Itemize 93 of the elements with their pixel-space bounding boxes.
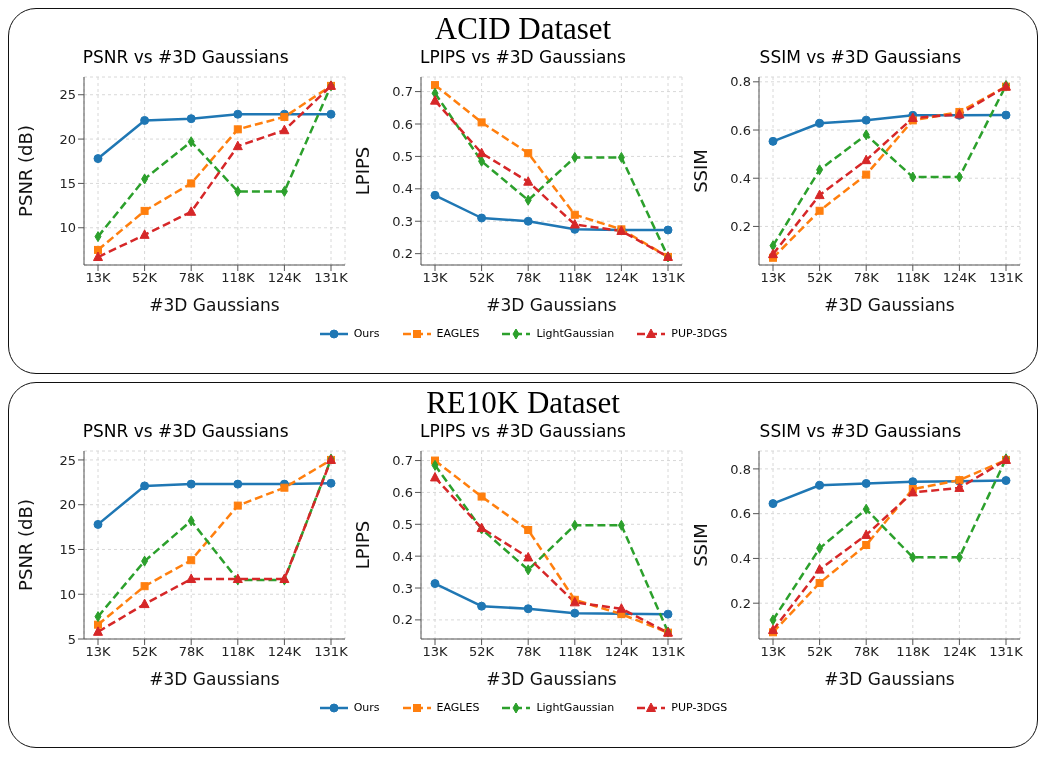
y-tick-label: 15 (59, 542, 77, 558)
y-tick-label: 0.6 (392, 485, 414, 501)
x-tick-label: 78K (178, 270, 205, 286)
y-tick-label: 0.4 (392, 181, 414, 197)
y-tick-label: 0.4 (730, 551, 751, 567)
y-tick-label: 0.2 (730, 595, 751, 611)
x-tick-label: 124K (267, 644, 302, 660)
x-tick-label: 78K (853, 270, 880, 286)
x-tick-label: 52K (806, 644, 833, 660)
chart-title: LPIPS vs #3D Gaussians (419, 421, 627, 443)
x-tick-label: 52K (806, 270, 833, 286)
y-axis-title: LPIPS (352, 146, 374, 196)
x-tick-label: 13K (422, 270, 449, 286)
x-tick-label: 52K (469, 270, 496, 286)
x-tick-label: 118K (895, 644, 930, 660)
x-tick-label: 124K (942, 270, 977, 286)
legend-label: LightGaussian (536, 327, 615, 340)
x-tick-label: 118K (558, 270, 593, 286)
y-tick-label: 0.6 (392, 116, 414, 132)
y-tick-label: 0.2 (730, 219, 751, 235)
y-axis-title: PSNR (dB) (15, 499, 37, 591)
chart-title: SSIM vs #3D Gaussians (758, 47, 962, 69)
y-tick-label: 25 (59, 452, 77, 468)
text: RE10K Dataset (426, 385, 620, 420)
y-axis-title: SSIM (690, 149, 712, 193)
x-tick-label: 124K (267, 270, 302, 286)
x-tick-label: 131K (651, 644, 686, 660)
x-tick-label: 78K (516, 270, 542, 286)
y-tick-label: 25 (59, 87, 77, 103)
legend-label: EAGLES (436, 701, 480, 714)
x-tick-label: 13K (760, 644, 786, 660)
x-tick-label: 131K (989, 270, 1023, 286)
x-tick-label: 78K (853, 644, 880, 660)
x-tick-label: 13K (85, 644, 112, 660)
y-tick-label: 0.5 (392, 516, 414, 532)
y-tick-label: 15 (59, 176, 77, 192)
y-tick-label: 0.3 (392, 213, 414, 229)
legend-label: Ours (353, 701, 380, 714)
y-tick-label: 10 (59, 220, 77, 236)
x-axis-title: #3D Gaussians (824, 295, 955, 315)
x-tick-label: 118K (221, 270, 256, 286)
x-tick-label: 131K (314, 270, 349, 286)
x-tick-label: 78K (178, 644, 205, 660)
y-tick-label: 0.8 (730, 461, 751, 477)
x-tick-label: 52K (469, 644, 496, 660)
legend-label: PUP-3DGS (671, 327, 728, 340)
x-axis-title: #3D Gaussians (149, 295, 280, 315)
chart-title: PSNR vs #3D Gaussians (81, 47, 290, 69)
y-tick-label: 0.3 (392, 580, 414, 596)
y-tick-label: 20 (59, 497, 77, 513)
x-axis-title: #3D Gaussians (486, 669, 618, 689)
y-tick-label: 5 (67, 631, 77, 647)
chart-title: SSIM vs #3D Gaussians (758, 421, 962, 443)
y-tick-label: 0.7 (392, 453, 414, 469)
x-tick-label: 118K (558, 644, 593, 660)
x-tick-label: 78K (516, 644, 542, 660)
legend-label: EAGLES (436, 327, 480, 340)
y-axis-title: SSIM (690, 523, 712, 567)
x-tick-label: 13K (760, 270, 786, 286)
y-tick-label: 0.8 (730, 74, 751, 90)
text: ACID Dataset (434, 11, 612, 46)
y-tick-label: 0.6 (730, 506, 751, 522)
y-tick-label: 0.4 (392, 548, 414, 564)
y-tick-label: 10 (59, 586, 77, 602)
legend-label: PUP-3DGS (671, 701, 728, 714)
x-tick-label: 118K (895, 270, 930, 286)
x-tick-label: 131K (989, 644, 1023, 660)
y-tick-label: 20 (59, 131, 77, 147)
y-axis-title: PSNR (dB) (15, 125, 37, 217)
y-tick-label: 0.2 (392, 246, 414, 262)
x-tick-label: 124K (605, 644, 640, 660)
chart-title: PSNR vs #3D Gaussians (81, 421, 290, 443)
chart-title: LPIPS vs #3D Gaussians (419, 47, 627, 69)
x-tick-label: 13K (85, 270, 112, 286)
x-tick-label: 52K (132, 270, 158, 286)
x-tick-label: 124K (605, 270, 640, 286)
y-tick-label: 0.7 (392, 84, 414, 100)
y-tick-label: 0.2 (392, 612, 414, 628)
x-tick-label: 124K (942, 644, 977, 660)
legend-label: LightGaussian (536, 701, 615, 714)
x-tick-label: 131K (314, 644, 349, 660)
y-tick-label: 0.4 (730, 170, 751, 186)
x-axis-title: #3D Gaussians (824, 669, 955, 689)
y-tick-label: 0.5 (392, 149, 414, 165)
x-tick-label: 52K (132, 644, 158, 660)
legend-label: Ours (353, 327, 380, 340)
y-tick-label: 0.6 (730, 122, 751, 138)
x-tick-label: 118K (221, 644, 256, 660)
x-axis-title: #3D Gaussians (149, 669, 280, 689)
y-axis-title: LPIPS (352, 520, 374, 570)
x-tick-label: 131K (651, 270, 686, 286)
x-axis-title: #3D Gaussians (486, 295, 618, 315)
x-tick-label: 13K (422, 644, 449, 660)
